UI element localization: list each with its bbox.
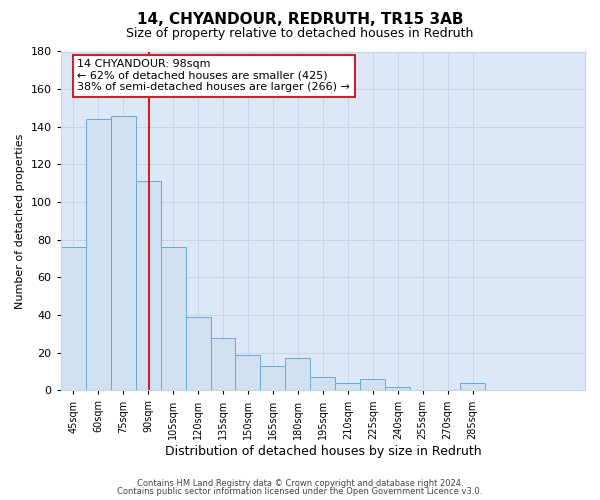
Bar: [161, 248, 185, 390]
Bar: [235, 354, 260, 390]
X-axis label: Distribution of detached houses by size in Redruth: Distribution of detached houses by size …: [164, 444, 481, 458]
Bar: [211, 338, 235, 390]
Text: 14 CHYANDOUR: 98sqm
← 62% of detached houses are smaller (425)
38% of semi-detac: 14 CHYANDOUR: 98sqm ← 62% of detached ho…: [77, 59, 350, 92]
Bar: [460, 383, 485, 390]
Bar: [310, 377, 335, 390]
Text: Contains public sector information licensed under the Open Government Licence v3: Contains public sector information licen…: [118, 487, 482, 496]
Y-axis label: Number of detached properties: Number of detached properties: [15, 134, 25, 308]
Text: 14, CHYANDOUR, REDRUTH, TR15 3AB: 14, CHYANDOUR, REDRUTH, TR15 3AB: [137, 12, 463, 28]
Bar: [385, 386, 410, 390]
Bar: [136, 182, 161, 390]
Bar: [335, 383, 361, 390]
Bar: [361, 379, 385, 390]
Text: Size of property relative to detached houses in Redruth: Size of property relative to detached ho…: [127, 28, 473, 40]
Bar: [286, 358, 310, 390]
Text: Contains HM Land Registry data © Crown copyright and database right 2024.: Contains HM Land Registry data © Crown c…: [137, 478, 463, 488]
Bar: [61, 248, 86, 390]
Bar: [260, 366, 286, 390]
Bar: [185, 317, 211, 390]
Bar: [110, 116, 136, 390]
Bar: [86, 120, 110, 390]
